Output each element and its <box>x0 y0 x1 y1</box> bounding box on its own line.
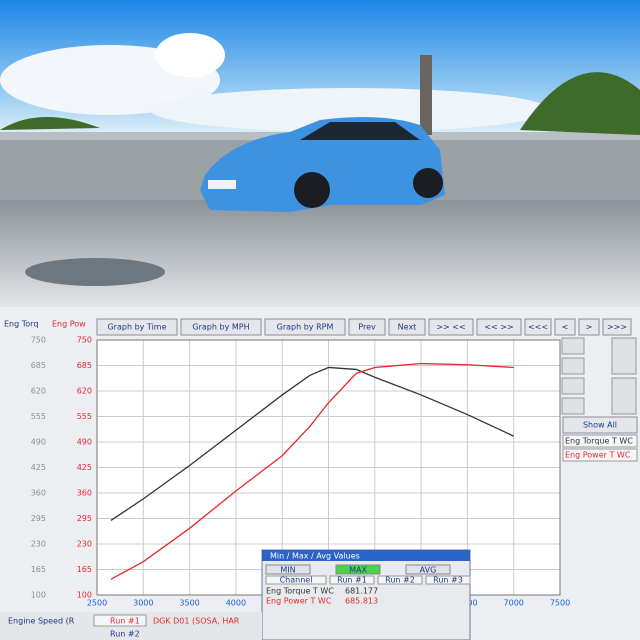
x-tick-label: 3500 <box>179 599 199 608</box>
toolbar-button[interactable]: Prev <box>348 318 386 336</box>
toolbar-button[interactable]: Graph by MPH <box>180 318 262 336</box>
y-tick-label: 295 <box>31 514 46 523</box>
popup-button-label: AVG <box>420 566 437 575</box>
button-label: Prev <box>358 323 376 332</box>
toolbar-button[interactable]: << >> <box>476 318 522 336</box>
popup: Min / Max / Avg Values MIN MAX AVG Channel R… <box>261 549 471 640</box>
y-tick-label: 490 <box>31 438 46 447</box>
y2-tick-label: 295 <box>77 514 92 523</box>
button-face <box>524 318 552 336</box>
y2-tick-label: 750 <box>77 336 92 345</box>
y-tick-label: 165 <box>31 565 46 574</box>
y-tick-label: 425 <box>31 463 46 472</box>
button-label: >>> <box>607 323 627 332</box>
button-label: Graph by Time <box>107 323 166 332</box>
y2-tick-label: 425 <box>77 463 92 472</box>
y-tick-label: 750 <box>31 336 46 345</box>
y2-tick-label: 555 <box>77 412 92 421</box>
footer-run: Run #2 <box>110 630 140 639</box>
x-tick-label: 7500 <box>550 599 570 608</box>
y2-tick-label: 620 <box>77 387 92 396</box>
y2-axis-title: Eng Pow <box>52 320 86 329</box>
button-face <box>476 318 522 336</box>
popup-button[interactable] <box>405 564 451 575</box>
popup-button-label: MIN <box>280 566 295 575</box>
column-header <box>265 575 327 585</box>
button-face <box>388 318 426 336</box>
cell-value: 685.813 <box>345 597 378 606</box>
y2-tick-label: 165 <box>77 565 92 574</box>
button-label: Graph by MPH <box>192 323 249 332</box>
button-face <box>602 318 632 336</box>
data-line <box>110 366 514 522</box>
legend-box <box>562 448 638 462</box>
x-tick-label: 7000 <box>504 599 524 608</box>
button-face <box>348 318 386 336</box>
footer-run: Run #1 <box>110 617 140 626</box>
button-label: << >> <box>484 323 513 332</box>
y2-tick-label: 360 <box>77 489 92 498</box>
button-face <box>554 318 576 336</box>
column-header <box>377 575 423 585</box>
legend-box <box>562 434 638 448</box>
button-label: <<< <box>528 323 548 332</box>
toolbar-button[interactable]: >>> <box>602 318 632 336</box>
toolbar-button[interactable]: < <box>554 318 576 336</box>
button-label: < <box>562 323 569 332</box>
column-header <box>425 575 471 585</box>
x-tick-label: 2500 <box>87 599 107 608</box>
popup-title: Min / Max / Avg Values <box>270 552 360 561</box>
button-label: > <box>586 323 593 332</box>
cell-value: 681.177 <box>345 587 378 596</box>
button-label: Next <box>398 323 417 332</box>
y2-tick-label: 230 <box>77 540 92 549</box>
y-tick-label: 620 <box>31 387 46 396</box>
cell-label: Eng Torque T WC <box>266 587 334 596</box>
button-face <box>578 318 600 336</box>
column-header <box>329 575 375 585</box>
y-tick-label: 685 <box>31 361 46 370</box>
y-tick-label: 100 <box>31 591 46 600</box>
toolbar-button[interactable]: Graph by Time <box>96 318 178 336</box>
x-tick-label: 4000 <box>226 599 246 608</box>
popup-button[interactable] <box>335 564 381 575</box>
x-tick-label: 3000 <box>133 599 153 608</box>
button-label: >> << <box>436 323 465 332</box>
photo <box>0 0 640 307</box>
toolbar-button[interactable]: Next <box>388 318 426 336</box>
y-tick-label: 230 <box>31 540 46 549</box>
popup-button-label: MAX <box>349 566 367 575</box>
column-header-label: Channel <box>280 576 313 585</box>
button-face <box>264 318 346 336</box>
y2-tick-label: 685 <box>77 361 92 370</box>
legend-label: Eng Power T WC <box>565 451 631 460</box>
y2-tick-label: 490 <box>77 438 92 447</box>
cell-label: Eng Power T WC <box>266 597 332 606</box>
toolbar-button[interactable]: Graph by RPM <box>264 318 346 336</box>
footer: Engine Speed (R Run #1 DGK D01 (SOSA, HA… <box>0 612 262 640</box>
popup-button[interactable] <box>265 564 311 575</box>
y2-tick-label: 100 <box>77 591 92 600</box>
data-line <box>110 362 514 580</box>
footer-channel: Engine Speed (R <box>8 617 75 626</box>
show-all-button[interactable]: Show All <box>562 416 638 434</box>
footer-file: DGK D01 (SOSA, HAR <box>153 617 240 626</box>
column-header-label: Run #1 <box>337 576 367 585</box>
toolbar-button[interactable]: >> << <box>428 318 474 336</box>
column-header-label: Run #2 <box>385 576 415 585</box>
y-tick-label: 555 <box>31 412 46 421</box>
button-face <box>428 318 474 336</box>
button-face <box>96 318 178 336</box>
toolbar-button[interactable]: > <box>578 318 600 336</box>
y-axis-title: Eng Torq <box>4 320 38 329</box>
legend-label: Eng Torque T WC <box>565 437 633 446</box>
column-header-label: Run #3 <box>433 576 463 585</box>
right-panel <box>561 337 637 415</box>
button-label: Graph by RPM <box>277 323 334 332</box>
button-label: Show All <box>583 421 617 430</box>
button-face <box>180 318 262 336</box>
y-tick-label: 360 <box>31 489 46 498</box>
toolbar-button[interactable]: <<< <box>524 318 552 336</box>
